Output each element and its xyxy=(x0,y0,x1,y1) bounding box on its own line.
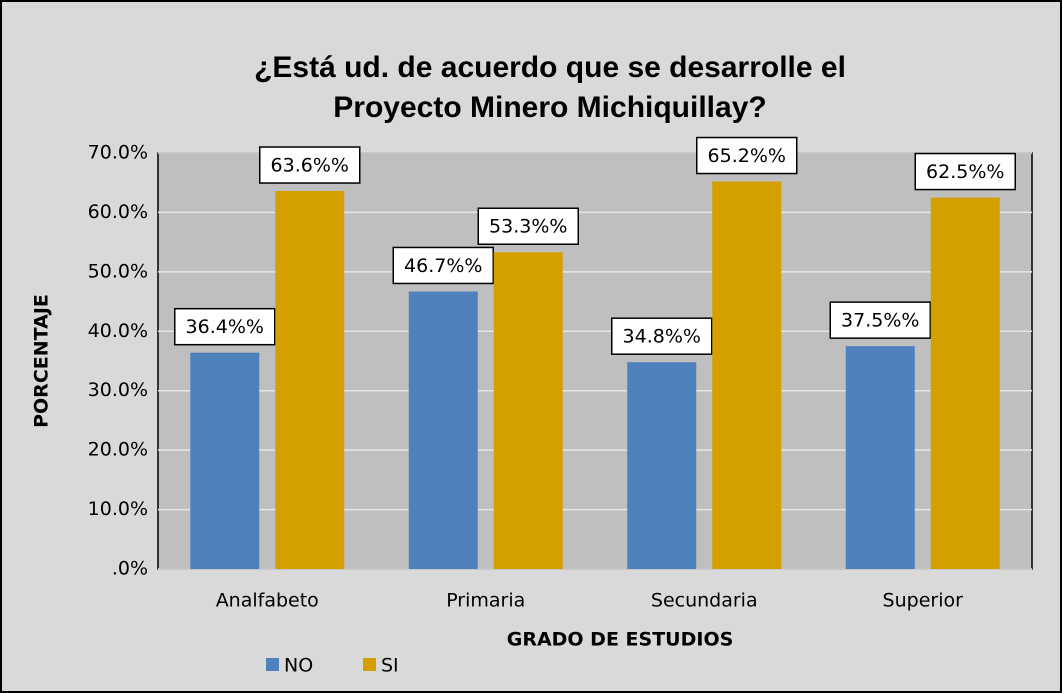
data-label-box xyxy=(696,136,798,175)
data-label: 62.5%% xyxy=(926,161,1004,183)
x-tick-label: Primaria xyxy=(446,590,525,612)
y-tick-label: 20.0% xyxy=(88,439,148,461)
data-label: 36.4%% xyxy=(186,316,264,338)
bar xyxy=(190,352,260,569)
data-label-box xyxy=(611,317,713,355)
bar xyxy=(408,291,478,569)
legend-label: NO xyxy=(284,655,313,677)
bar xyxy=(930,197,1000,570)
x-axis-label: GRADO DE ESTUDIOS xyxy=(507,629,734,651)
data-label-box xyxy=(829,301,931,339)
bar xyxy=(627,362,697,569)
data-label-box xyxy=(392,246,494,285)
data-label-box xyxy=(477,207,579,245)
chart-title: ¿Está ud. de acuerdo que se desarrolle e… xyxy=(254,51,846,124)
y-tick-label: 70.0% xyxy=(88,142,148,164)
data-label-box xyxy=(259,146,361,184)
y-tick-label: 10.0% xyxy=(88,498,148,520)
data-label: 65.2%% xyxy=(708,145,786,167)
data-label-box xyxy=(174,307,276,346)
y-tick-label: 40.0% xyxy=(88,320,148,342)
x-tick-label: Secundaria xyxy=(651,590,758,612)
data-label: 46.7%% xyxy=(404,255,482,277)
y-tick-label: 50.0% xyxy=(88,260,148,282)
bar xyxy=(493,252,563,569)
x-tick-label: Analfabeto xyxy=(216,590,319,612)
legend-label: SI xyxy=(381,655,399,677)
data-label: 63.6%% xyxy=(271,155,349,177)
y-tick-label: .0% xyxy=(112,558,148,580)
data-label: 34.8%% xyxy=(623,326,701,348)
data-label-box xyxy=(914,152,1016,191)
legend-swatch xyxy=(363,658,376,671)
bar xyxy=(275,191,345,569)
legend-swatch xyxy=(266,658,279,671)
y-tick-label: 30.0% xyxy=(88,379,148,401)
y-axis-label: PORCENTAJE xyxy=(31,294,53,428)
x-tick-label: Superior xyxy=(883,590,964,612)
data-label: 37.5%% xyxy=(841,310,919,332)
bar xyxy=(845,346,915,569)
data-label: 53.3%% xyxy=(489,216,567,238)
bar xyxy=(712,181,782,570)
y-tick-label: 60.0% xyxy=(88,201,148,223)
